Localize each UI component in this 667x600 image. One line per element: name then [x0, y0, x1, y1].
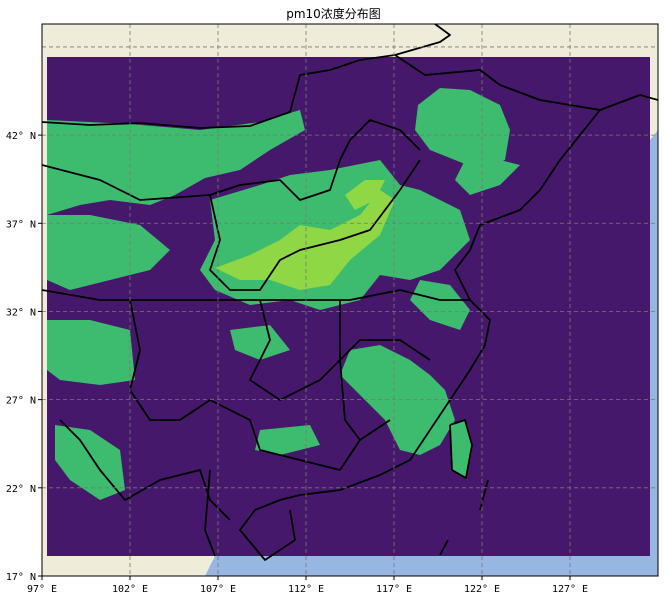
lat-tick-label: 42° N [6, 131, 36, 142]
lon-tick-label: 122° E [464, 584, 500, 595]
ocean [205, 556, 658, 576]
lon-tick-label: 112° E [288, 584, 324, 595]
pm10-mid-regions [47, 88, 520, 500]
lon-tick-label: 107° E [200, 584, 236, 595]
lon-tick-label: 97° E [27, 584, 57, 595]
map-title: pm10浓度分布图 [286, 7, 381, 21]
borders [42, 24, 658, 561]
lon-tick-label: 102° E [112, 584, 148, 595]
lon-tick-label: 117° E [376, 584, 412, 595]
lat-tick-label: 22° N [6, 484, 36, 495]
axis-ticks: 97° E 102° E 107° E 112° E 117° E 122° E 127° … [6, 131, 588, 595]
lon-tick-label: 127° E [552, 584, 588, 595]
pm10-high-regions [215, 180, 395, 290]
gridlines [42, 24, 658, 576]
lat-tick-label: 27° N [6, 396, 36, 407]
lat-tick-label: 37° N [6, 219, 36, 230]
lat-tick-label: 32° N [6, 307, 36, 318]
ocean-east [650, 130, 658, 556]
map-frame [41, 23, 659, 577]
lat-tick-label: 17° N [6, 572, 36, 583]
